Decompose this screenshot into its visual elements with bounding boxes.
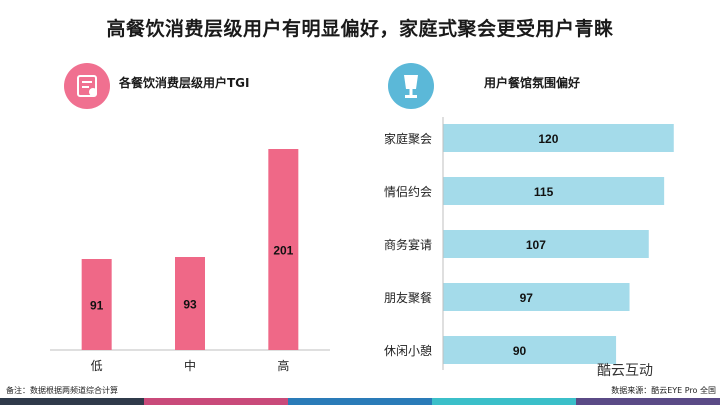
stripe-segment bbox=[432, 398, 576, 405]
y-tick-label: 商务宴请 bbox=[384, 237, 432, 252]
x-tick-label: 低 bbox=[91, 359, 103, 373]
bar-2 bbox=[268, 149, 299, 350]
bar-value-label: 93 bbox=[183, 298, 197, 312]
bar-value-label: 201 bbox=[273, 244, 293, 258]
bar-1 bbox=[175, 257, 205, 350]
y-tick-label: 家庭聚会 bbox=[384, 131, 432, 146]
brand-logo-text: 酷云互动 bbox=[597, 363, 653, 379]
receipt-icon bbox=[64, 63, 110, 109]
y-tick-label: 休闲小憩 bbox=[384, 343, 432, 358]
hbar-value-label: 120 bbox=[538, 132, 558, 146]
hbar-value-label: 115 bbox=[534, 185, 554, 199]
hbar-0 bbox=[443, 124, 674, 152]
hbar-4 bbox=[443, 336, 617, 364]
lamp-icon bbox=[388, 63, 434, 109]
hbar-value-label: 107 bbox=[526, 238, 546, 252]
stripe-segment bbox=[576, 398, 720, 405]
hbar-value-label: 97 bbox=[520, 291, 534, 305]
x-tick-label: 中 bbox=[184, 358, 196, 373]
hbar-3 bbox=[443, 283, 630, 311]
stripe-segment bbox=[144, 398, 288, 405]
left-panel-title: 各餐饮消费层级用户TGI bbox=[119, 76, 250, 90]
hbar-value-label: 90 bbox=[513, 344, 527, 358]
hbar-1 bbox=[443, 177, 665, 205]
data-source: 数据来源：酷云EYE Pro 全国 bbox=[611, 386, 716, 395]
footnote: 备注：数据根据两频道综合计算 bbox=[6, 386, 118, 395]
y-tick-label: 情侣约会 bbox=[384, 184, 432, 199]
bar-0 bbox=[81, 259, 112, 350]
right-panel-title: 用户餐馆氛围偏好 bbox=[484, 76, 581, 90]
stripe-segment bbox=[288, 398, 432, 405]
stripe-segment bbox=[0, 398, 144, 405]
bar-value-label: 91 bbox=[90, 299, 104, 313]
x-tick-label: 高 bbox=[277, 358, 289, 373]
page-title: 高餐饮消费层级用户有明显偏好，家庭式聚会更受用户青睐 bbox=[106, 18, 614, 40]
hbar-2 bbox=[443, 230, 649, 258]
y-tick-label: 朋友聚餐 bbox=[384, 290, 432, 305]
